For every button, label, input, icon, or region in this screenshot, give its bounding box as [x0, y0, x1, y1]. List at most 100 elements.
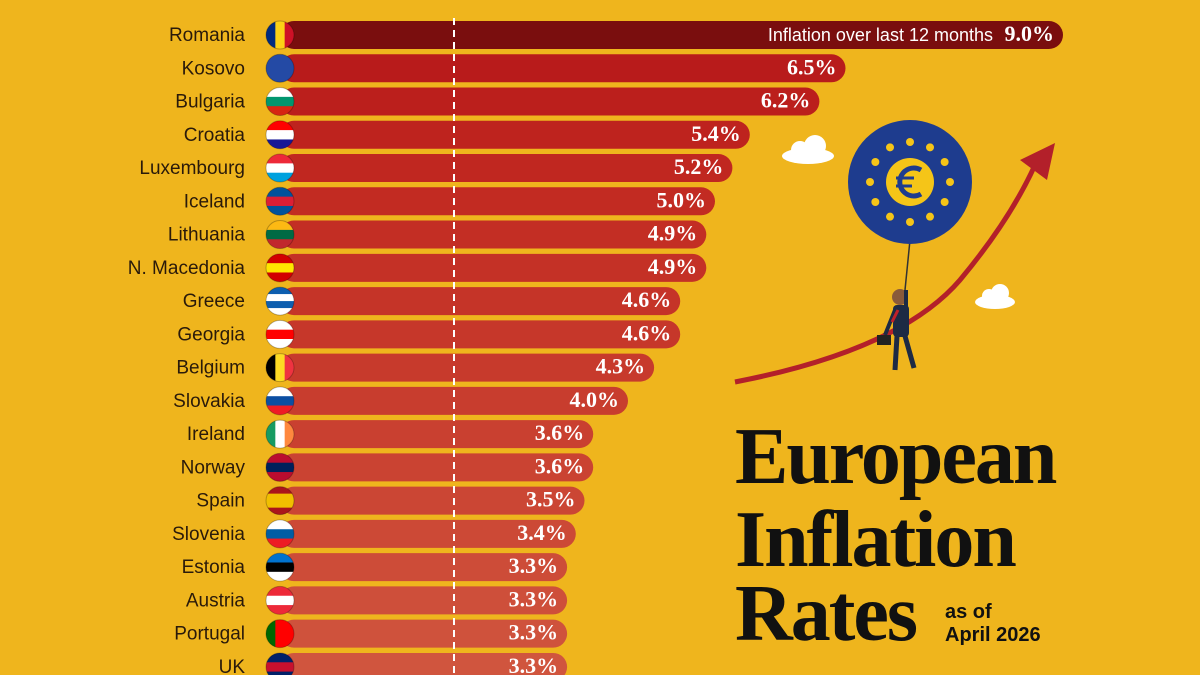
category-label: Greece	[183, 291, 245, 312]
flag-stripe	[266, 420, 276, 449]
title-line: Inflation	[735, 496, 1016, 584]
flag-stripe	[284, 420, 294, 449]
flag-stripe	[266, 139, 294, 149]
flag-stripe	[266, 87, 294, 98]
flag-ring	[265, 419, 295, 449]
flag	[266, 253, 294, 282]
value-label: 3.3%	[509, 653, 559, 675]
flag-ring	[265, 619, 295, 649]
category-label: UK	[219, 657, 246, 675]
flag-ring	[265, 386, 295, 416]
flag-ring	[265, 452, 295, 482]
businessman	[877, 289, 917, 371]
value-label: 4.9%	[648, 254, 698, 279]
eu-star	[871, 198, 880, 206]
bar	[280, 519, 576, 548]
eu-star	[906, 138, 914, 146]
flag-stripe	[266, 106, 294, 116]
flag-stripe	[266, 320, 294, 331]
category-label: Belgium	[176, 358, 245, 379]
flag-stripe	[266, 652, 294, 663]
flag	[266, 287, 294, 316]
flag-stripe	[266, 462, 294, 473]
flag-ring	[265, 286, 295, 316]
value-label: 3.3%	[509, 553, 559, 578]
flag	[266, 220, 294, 249]
eu-star	[940, 198, 949, 206]
balloon-string	[904, 239, 911, 291]
value-label: 3.4%	[517, 520, 567, 545]
flag-stripe	[266, 519, 294, 530]
flag	[266, 386, 294, 415]
flag-stripe	[275, 420, 286, 449]
eu-star	[886, 143, 894, 152]
flag	[266, 87, 294, 116]
flag	[266, 420, 294, 449]
flag	[266, 120, 294, 149]
flag-ring	[265, 519, 295, 549]
flag-stripe	[266, 163, 294, 174]
cloud	[975, 284, 1015, 309]
bar	[280, 220, 707, 249]
eu-star	[946, 178, 954, 186]
flag-stripe	[266, 553, 294, 563]
flag	[266, 553, 294, 582]
flag-stripe	[266, 472, 294, 482]
flag-stripe	[275, 353, 286, 382]
eu-star	[866, 178, 874, 186]
flag-stripe	[266, 287, 294, 295]
flag-stripe	[266, 239, 294, 249]
flag-ring	[265, 353, 295, 383]
flag-stripe	[266, 21, 276, 49]
flag-stripe	[266, 96, 294, 107]
flag-stripe	[266, 229, 294, 240]
flag-stripe	[284, 21, 294, 49]
flag	[266, 154, 294, 183]
flag-stripe	[266, 54, 294, 83]
flag-ring	[265, 120, 295, 150]
category-label: Slovakia	[173, 391, 245, 412]
value-label: 4.0%	[570, 387, 620, 412]
trend-arrow	[734, 163, 1038, 385]
flag	[266, 320, 294, 349]
eu-star	[886, 212, 894, 221]
category-label: Portugal	[174, 624, 245, 645]
category-label: Georgia	[177, 324, 245, 345]
title-line: European	[735, 413, 1057, 501]
flag-stripe	[266, 662, 294, 673]
subtitle-line: April 2026	[945, 624, 1041, 646]
flag-stripe	[266, 619, 276, 648]
category-label: Bulgaria	[175, 92, 245, 113]
flag-stripe	[266, 562, 294, 573]
category-label: Croatia	[184, 125, 246, 146]
value-label: 5.4%	[691, 121, 741, 146]
flag-stripe	[266, 329, 294, 340]
flag-ring	[265, 486, 295, 516]
flag-stripe	[266, 154, 294, 164]
flag	[266, 519, 294, 548]
value-label: 4.6%	[622, 320, 672, 345]
bar	[280, 486, 585, 515]
flag-ring	[265, 53, 295, 83]
value-label: 6.2%	[761, 88, 811, 113]
euro-coin	[886, 158, 934, 206]
flag-ring	[265, 319, 295, 349]
flag	[266, 652, 294, 675]
value-label: 9.0%	[1005, 21, 1055, 46]
flag-stripe	[266, 493, 294, 502]
flag-stripe	[266, 538, 294, 548]
flag-stripe	[266, 529, 294, 540]
category-label: Estonia	[182, 557, 246, 578]
flag-ring	[265, 20, 295, 50]
bar	[280, 21, 1063, 49]
flag-stripe	[266, 396, 294, 407]
flag-stripe	[266, 301, 294, 309]
bar	[280, 453, 594, 482]
flag-stripe	[266, 605, 294, 615]
flag-stripe	[266, 500, 294, 509]
category-label: N. Macedonia	[128, 258, 246, 279]
flag-stripe	[266, 130, 294, 140]
flag-stripe	[275, 21, 286, 49]
flag-stripe	[266, 294, 294, 302]
